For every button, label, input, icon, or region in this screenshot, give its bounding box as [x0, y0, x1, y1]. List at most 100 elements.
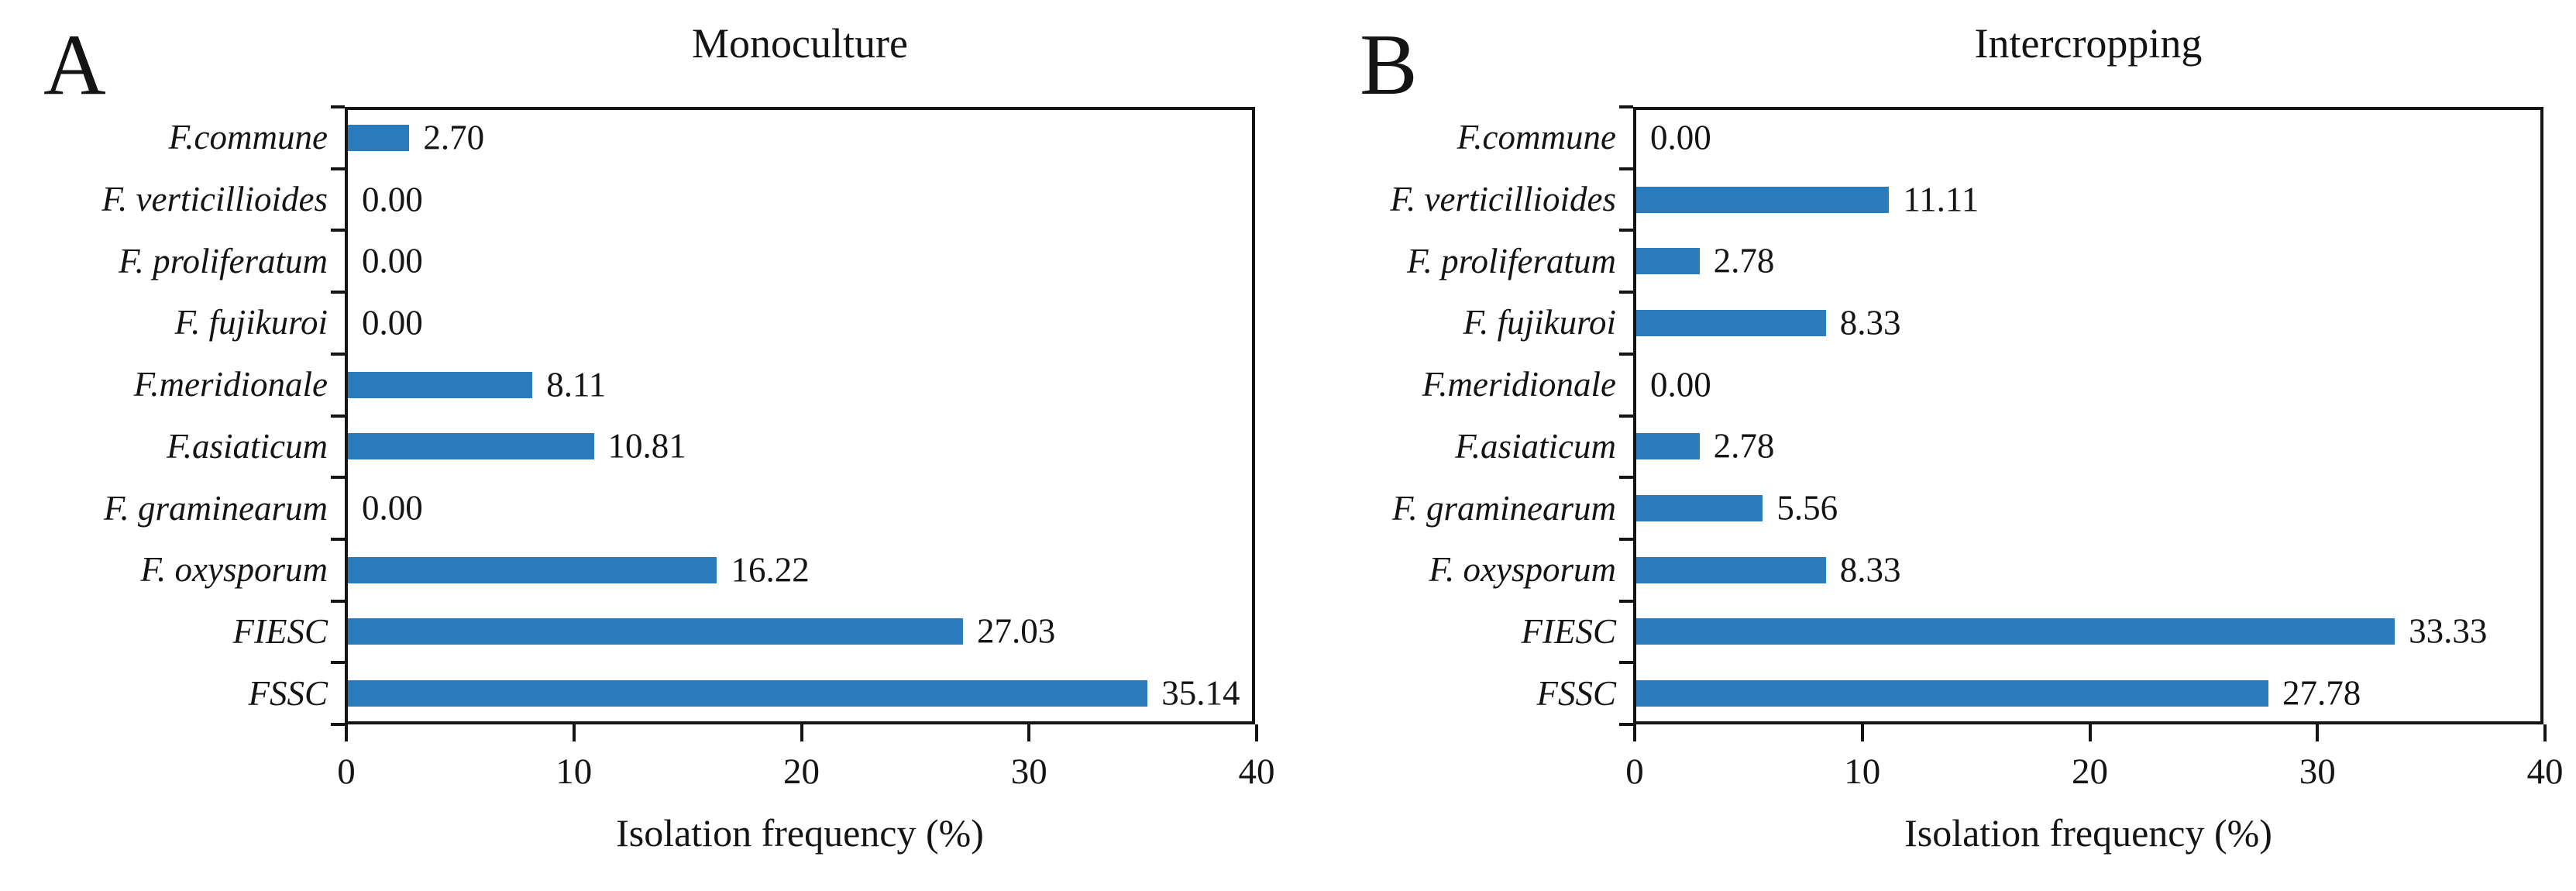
plot-area — [1633, 107, 2543, 724]
panel-letter-a: A — [43, 17, 106, 113]
x-tick-label: 30 — [2299, 752, 2336, 792]
category-label: F. verticillioides — [101, 180, 328, 219]
bar — [348, 371, 533, 398]
category-label: FSSC — [248, 673, 328, 713]
category-label: F. oxysporum — [140, 550, 328, 590]
y-tick-mark — [1619, 229, 1633, 232]
x-tick-label: 20 — [2072, 752, 2108, 792]
panel-monoculture: A Monoculture F.commune 2.70 F. verticilli… — [43, 17, 1275, 855]
panel-letter-b: B — [1360, 17, 1418, 113]
bar — [348, 618, 963, 645]
y-tick-mark — [1619, 167, 1633, 170]
category-label: F. fujikuroi — [1463, 303, 1616, 342]
x-tick-mark — [345, 724, 348, 741]
x-tick-mark — [572, 724, 576, 741]
value-label: 0.00 — [362, 303, 423, 342]
y-tick-mark — [1619, 352, 1633, 356]
y-tick-mark — [1619, 291, 1633, 294]
category-label: F. proliferatum — [1406, 241, 1616, 280]
category-label: F.meridionale — [133, 365, 328, 404]
x-axis-label: Isolation frequency (%) — [1904, 811, 2272, 855]
value-label: 5.56 — [1776, 488, 1838, 528]
bar — [1636, 186, 1890, 213]
x-tick-mark — [800, 724, 803, 741]
x-tick-label: 30 — [1010, 752, 1047, 792]
x-tick-label: 40 — [1238, 752, 1275, 792]
value-label: 0.00 — [362, 180, 423, 219]
x-tick-mark — [1027, 724, 1031, 741]
y-tick-mark — [331, 291, 345, 294]
x-tick-label: 0 — [1625, 752, 1644, 792]
value-label: 10.81 — [607, 426, 686, 466]
category-label: F.asiaticum — [1455, 426, 1616, 466]
category-label: FIESC — [1521, 611, 1616, 651]
bar — [348, 433, 594, 460]
x-tick-label: 40 — [2526, 752, 2564, 792]
y-tick-mark — [331, 105, 345, 108]
y-tick-mark — [331, 229, 345, 232]
category-label: F.commune — [1457, 118, 1616, 157]
bar — [1636, 680, 2269, 707]
value-label: 27.78 — [2282, 673, 2361, 713]
y-tick-mark — [1619, 723, 1633, 726]
value-label: 2.78 — [1713, 241, 1775, 280]
value-label: 0.00 — [362, 488, 423, 528]
value-label: 0.00 — [1650, 118, 1711, 157]
plot-area — [345, 107, 1255, 724]
y-tick-mark — [1619, 414, 1633, 418]
value-label: 0.00 — [362, 241, 423, 280]
y-tick-mark — [331, 414, 345, 418]
bar — [1636, 248, 1700, 275]
category-label: F. verticillioides — [1390, 180, 1616, 219]
y-tick-mark — [331, 352, 345, 356]
value-label: 2.78 — [1713, 426, 1775, 466]
bar — [1636, 618, 2395, 645]
x-tick-label: 0 — [337, 752, 356, 792]
bar — [348, 556, 717, 583]
category-label: F. fujikuroi — [174, 303, 328, 342]
y-tick-mark — [1619, 476, 1633, 480]
panel-intercropping: B Intercropping F.commune 0.00 F. verticil… — [1288, 0, 2576, 891]
chart-title-monoculture: Monoculture — [692, 20, 908, 67]
x-tick-mark — [2316, 724, 2320, 741]
bar — [1636, 433, 1700, 460]
y-tick-mark — [1619, 599, 1633, 603]
value-label: 8.11 — [546, 365, 607, 404]
bar — [348, 680, 1148, 707]
y-tick-mark — [331, 599, 345, 603]
value-label: 8.33 — [1839, 550, 1901, 590]
category-label: F. proliferatum — [118, 241, 328, 280]
value-label: 16.22 — [731, 550, 810, 590]
bar — [1636, 556, 1826, 583]
x-tick-mark — [1255, 724, 1258, 741]
x-tick-label: 10 — [1844, 752, 1881, 792]
value-label: 33.33 — [2409, 611, 2488, 651]
y-tick-mark — [331, 661, 345, 665]
category-label: FIESC — [232, 611, 328, 651]
x-tick-label: 20 — [783, 752, 820, 792]
x-tick-mark — [2088, 724, 2092, 741]
category-label: F.meridionale — [1422, 365, 1616, 404]
value-label: 11.11 — [1903, 180, 1979, 219]
category-label: F.commune — [168, 118, 328, 157]
bar — [348, 124, 410, 151]
value-label: 2.70 — [423, 118, 485, 157]
category-label: F.asiaticum — [167, 426, 328, 466]
y-tick-mark — [1619, 105, 1633, 108]
y-tick-mark — [331, 167, 345, 170]
category-label: F. graminearum — [103, 488, 328, 528]
x-tick-mark — [1860, 724, 1864, 741]
y-tick-mark — [331, 476, 345, 480]
y-tick-mark — [1619, 661, 1633, 665]
y-tick-mark — [1619, 537, 1633, 541]
value-label: 0.00 — [1650, 365, 1711, 404]
value-label: 35.14 — [1161, 673, 1240, 713]
category-label: FSSC — [1536, 673, 1616, 713]
bar — [1636, 495, 1763, 522]
x-axis-label: Isolation frequency (%) — [616, 811, 984, 855]
value-label: 27.03 — [977, 611, 1056, 651]
value-label: 8.33 — [1839, 303, 1901, 342]
category-label: F. graminearum — [1391, 488, 1616, 528]
x-tick-label: 10 — [555, 752, 593, 792]
